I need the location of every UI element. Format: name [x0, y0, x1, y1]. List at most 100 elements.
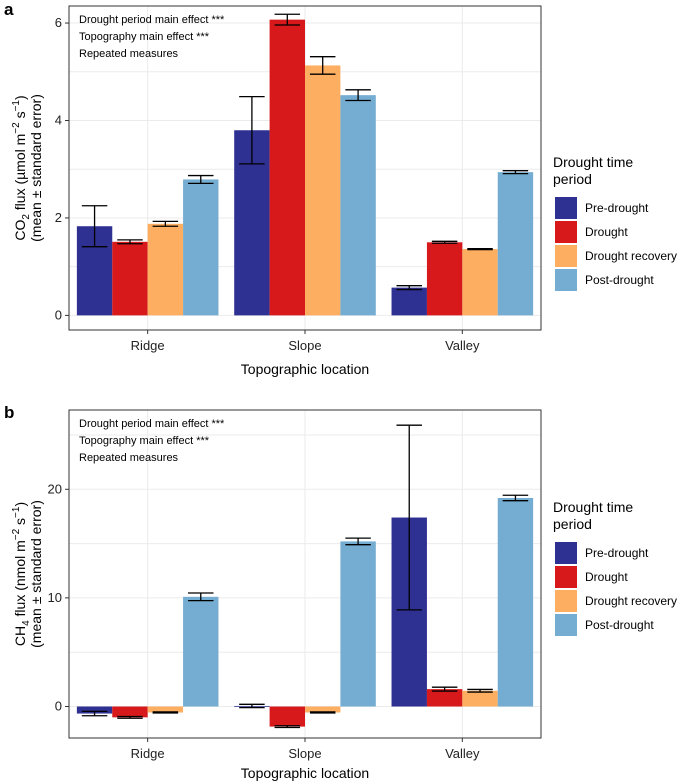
panel-b-annotation-3: Repeated measures — [79, 452, 179, 464]
bar-drought-recovery-ridge — [147, 706, 184, 713]
error-bar-drought-recovery-ridge — [152, 711, 179, 714]
legend-swatch-pre-drought — [555, 197, 577, 219]
legend-label-drought: Drought — [585, 225, 628, 239]
legend-label-drought: Drought — [585, 570, 628, 584]
bar-drought-recovery-valley — [462, 690, 498, 707]
x-tick-label-ridge: Ridge — [131, 746, 165, 761]
bar-post-drought-slope — [340, 541, 376, 707]
x-tick-label-valley: Valley — [445, 338, 480, 353]
legend-a-title-line1: Drought time — [553, 154, 633, 170]
panel-b-error-bars — [81, 424, 529, 729]
y-tick-label: 6 — [55, 15, 62, 30]
y-tick-label: 0 — [55, 699, 62, 714]
legend-swatch-pre-drought — [555, 542, 577, 564]
panel-b-annotation-2: Topography main effect *** — [79, 435, 210, 447]
bar-post-drought-slope — [340, 95, 376, 316]
panel-a-label: a — [4, 0, 14, 19]
error-bar-pre-drought-slope — [239, 703, 265, 709]
bar-post-drought-ridge — [183, 179, 219, 316]
panel-a-annotation-1: Drought period main effect *** — [79, 14, 225, 26]
legend-label-drought-recovery: Drought recovery — [585, 594, 677, 608]
legend-a-title-line2: period — [553, 171, 592, 187]
legend-panel-a: Drought time period Pre-drought Drought Dr… — [553, 154, 677, 291]
panel-b-y-axis-subtitle: (mean ± standard error) — [28, 500, 44, 648]
x-tick-label-slope: Slope — [288, 338, 321, 353]
bar-drought-slope — [269, 19, 305, 316]
bar-drought-slope — [269, 706, 305, 727]
panel-a-error-bars — [81, 13, 529, 291]
panel-b-x-axis-title: Topographic location — [241, 765, 369, 781]
y-tick-label: 10 — [48, 590, 62, 605]
error-bar-post-drought-valley — [502, 494, 529, 502]
legend-label-pre-drought: Pre-drought — [585, 546, 649, 560]
legend-swatch-drought — [555, 566, 577, 588]
legend-swatch-post-drought — [555, 614, 577, 636]
error-bar-post-drought-slope — [345, 89, 371, 102]
legend-label-drought-recovery: Drought recovery — [585, 249, 677, 263]
panel-b-y-ticks: 0 10 20 — [48, 481, 69, 714]
error-bar-post-drought-ridge — [188, 174, 214, 184]
error-bar-drought-recovery-ridge — [152, 220, 179, 227]
panel-a-x-axis-title: Topographic location — [241, 361, 369, 377]
error-bar-post-drought-valley — [502, 170, 529, 175]
x-tick-label-ridge: Ridge — [131, 338, 165, 353]
legend-swatch-drought — [555, 221, 577, 243]
bar-drought-recovery-ridge — [147, 223, 184, 316]
bar-drought-recovery-valley — [462, 249, 498, 316]
panel-a-annotation-2: Topography main effect *** — [79, 31, 210, 43]
error-bar-pre-drought-ridge — [81, 205, 108, 248]
bar-drought-recovery-slope — [305, 706, 341, 713]
error-bar-drought-slope — [274, 725, 301, 729]
legend-swatch-drought-recovery — [555, 245, 577, 267]
error-bar-pre-drought-slope — [239, 95, 265, 165]
legend-panel-b: Drought time period Pre-drought Drought Dr… — [553, 499, 677, 636]
legend-label-post-drought: Post-drought — [585, 618, 654, 632]
bar-drought-ridge — [112, 241, 148, 316]
error-bar-pre-drought-ridge — [81, 710, 108, 717]
panel-a-bars — [76, 19, 534, 316]
y-tick-label: 2 — [55, 210, 62, 225]
bar-post-drought-ridge — [183, 596, 219, 707]
x-tick-label-slope: Slope — [288, 746, 321, 761]
y-tick-label: 0 — [55, 307, 62, 322]
legend-b-title-line1: Drought time — [553, 499, 633, 515]
bar-drought-ridge — [112, 706, 148, 718]
error-bar-drought-ridge — [117, 715, 143, 719]
bar-drought-recovery-slope — [305, 65, 341, 316]
panel-b-label: b — [4, 403, 14, 422]
error-bar-drought-recovery-slope — [309, 711, 336, 714]
error-bar-drought-slope — [274, 13, 301, 26]
error-bar-drought-valley — [431, 240, 458, 244]
panel-a-y-axis-title: CO2 flux (µmol m−2 s−1) — [11, 95, 32, 240]
bar-drought-valley — [426, 242, 463, 316]
legend-swatch-post-drought — [555, 269, 577, 291]
legend-label-pre-drought: Pre-drought — [585, 201, 649, 215]
panel-a-y-ticks: 0 2 4 6 — [55, 15, 69, 322]
legend-swatch-drought-recovery — [555, 590, 577, 612]
bar-drought-valley — [426, 689, 463, 707]
x-tick-label-valley: Valley — [445, 746, 480, 761]
error-bar-drought-recovery-valley — [467, 688, 493, 693]
legend-b-title-line2: period — [553, 516, 592, 532]
legend-label-post-drought: Post-drought — [585, 273, 654, 287]
bar-post-drought-valley — [497, 172, 534, 316]
y-tick-label: 4 — [55, 112, 62, 127]
error-bar-drought-ridge — [117, 239, 143, 245]
error-bar-pre-drought-valley — [396, 424, 422, 611]
error-bar-post-drought-slope — [345, 537, 371, 546]
y-tick-label: 20 — [48, 481, 62, 496]
panel-a-annotation-3: Repeated measures — [79, 48, 179, 60]
panel-b: b 0 10 20 Ridge Slope Valley Drought period … — [4, 403, 542, 781]
error-bar-drought-recovery-slope — [309, 56, 336, 75]
error-bar-drought-recovery-valley — [467, 247, 493, 251]
bar-pre-drought-ridge — [76, 706, 113, 714]
panel-a: a 0 2 4 6 Ridge Slope Valley Drought period m… — [4, 0, 542, 377]
panel-b-bars — [76, 497, 534, 727]
error-bar-drought-valley — [431, 686, 458, 692]
bar-pre-drought-valley — [391, 287, 427, 316]
error-bar-post-drought-ridge — [188, 592, 214, 602]
error-bar-pre-drought-valley — [396, 285, 422, 291]
bar-post-drought-valley — [497, 497, 534, 707]
panel-b-annotation-1: Drought period main effect *** — [79, 418, 225, 430]
